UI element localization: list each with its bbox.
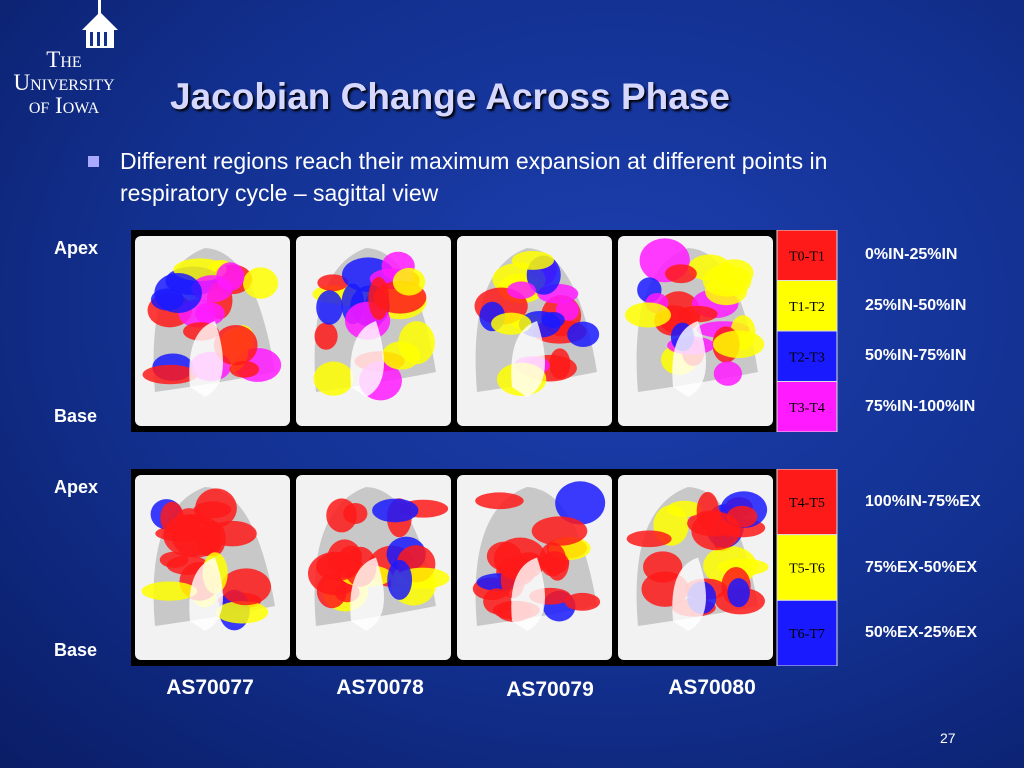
region-blob	[567, 321, 600, 348]
region-blob	[213, 324, 258, 366]
heart	[511, 557, 545, 631]
region-blob	[313, 361, 354, 396]
region-blob	[142, 364, 198, 385]
logo: The University of Iowa	[2, 48, 126, 117]
page-number: 27	[940, 730, 956, 746]
bullet-text: Different regions reach their maximum ex…	[120, 148, 828, 206]
heart	[350, 321, 384, 397]
legend-range: 75%IN-100%IN	[865, 397, 976, 415]
image-strip: T4-T5 T5-T6 T6-T7	[131, 469, 838, 666]
region-blob	[392, 267, 426, 296]
region-blob	[150, 288, 184, 311]
region-blob	[712, 330, 765, 359]
region-blob	[314, 322, 338, 350]
region-blob	[531, 516, 588, 546]
bullet-marker	[88, 156, 99, 167]
base-label: Base	[54, 406, 98, 426]
legend-swatch	[776, 534, 838, 601]
legend-range: 0%IN-25%IN	[865, 246, 958, 264]
region-blob	[475, 492, 524, 510]
region-blob	[372, 498, 419, 523]
region-blob	[216, 601, 269, 624]
region-blob	[160, 501, 184, 535]
image-strip: T0-T1 T1-T2 T2-T3 T3-T4	[131, 230, 838, 432]
region-blob	[220, 568, 272, 606]
heart	[189, 321, 223, 397]
lung-image	[135, 475, 290, 660]
legend-key: T2-T3	[789, 350, 825, 365]
region-blob	[317, 274, 349, 292]
legend-swatch	[776, 469, 838, 536]
region-blob	[491, 312, 532, 335]
legend-range: 100%IN-75%EX	[865, 492, 981, 510]
region-blob	[387, 559, 413, 600]
legend-range: 75%EX-50%EX	[865, 558, 978, 576]
lung-image	[296, 475, 451, 660]
heart	[350, 557, 384, 631]
region-blob	[727, 578, 750, 608]
region-blob	[555, 481, 606, 525]
subject-label: AS70078	[336, 676, 424, 699]
region-blob	[702, 264, 752, 297]
heart	[672, 321, 706, 397]
lung-image	[135, 236, 290, 426]
region-blob	[201, 521, 226, 557]
region-blob	[326, 498, 357, 533]
region-blob	[665, 264, 697, 284]
legend-swatch	[776, 330, 838, 382]
region-blob	[511, 251, 555, 270]
legend-swatch	[776, 381, 838, 432]
heart	[672, 557, 706, 631]
region-blob	[626, 530, 672, 548]
region-blob	[666, 500, 702, 518]
logo-line: The	[46, 47, 82, 72]
region-blob	[483, 588, 512, 615]
apex-label: Apex	[54, 477, 99, 497]
subject-label: AS70077	[166, 676, 254, 699]
legend-key: T0-T1	[789, 249, 825, 264]
region-blob	[141, 581, 198, 601]
region-blob	[316, 290, 343, 325]
base-label: Base	[54, 640, 98, 660]
region-blob	[539, 542, 566, 577]
legend-key: T4-T5	[789, 496, 825, 511]
region-blob	[216, 262, 245, 291]
lung-image	[296, 236, 451, 426]
lung-image	[618, 475, 773, 660]
region-blob	[382, 341, 421, 370]
legend-range: 25%IN-50%IN	[865, 296, 967, 314]
region-blob	[677, 305, 718, 323]
region-blob	[195, 488, 237, 528]
region-blob	[195, 302, 225, 325]
region-blob	[507, 281, 536, 299]
legend-key: T5-T6	[789, 562, 825, 577]
heart	[511, 321, 545, 397]
legend-range: 50%IN-75%IN	[865, 347, 967, 365]
slide-title: Jacobian Change Across Phase	[170, 76, 731, 117]
logo-icon	[82, 0, 118, 48]
region-blob	[713, 361, 742, 386]
region-blob	[541, 311, 565, 328]
apex-label: Apex	[54, 238, 99, 258]
logo-line: University	[13, 70, 115, 95]
legend-key: T6-T7	[789, 627, 825, 642]
legend-range: 50%EX-25%EX	[865, 624, 978, 642]
region-blob	[564, 592, 601, 611]
lung-image	[457, 236, 612, 426]
lung-image	[457, 475, 612, 660]
logo-line: of Iowa	[28, 93, 100, 118]
region-blob	[642, 551, 683, 583]
legend-swatch	[776, 599, 838, 666]
heart	[189, 557, 223, 631]
legend-key: T1-T2	[789, 300, 825, 315]
subject-label: AS70080	[668, 676, 756, 699]
region-blob	[243, 267, 279, 299]
legend-key: T3-T4	[789, 401, 825, 416]
region-blob	[691, 511, 741, 551]
subject-label: AS70079	[506, 678, 594, 701]
lung-image	[618, 236, 773, 426]
region-blob	[624, 302, 672, 328]
